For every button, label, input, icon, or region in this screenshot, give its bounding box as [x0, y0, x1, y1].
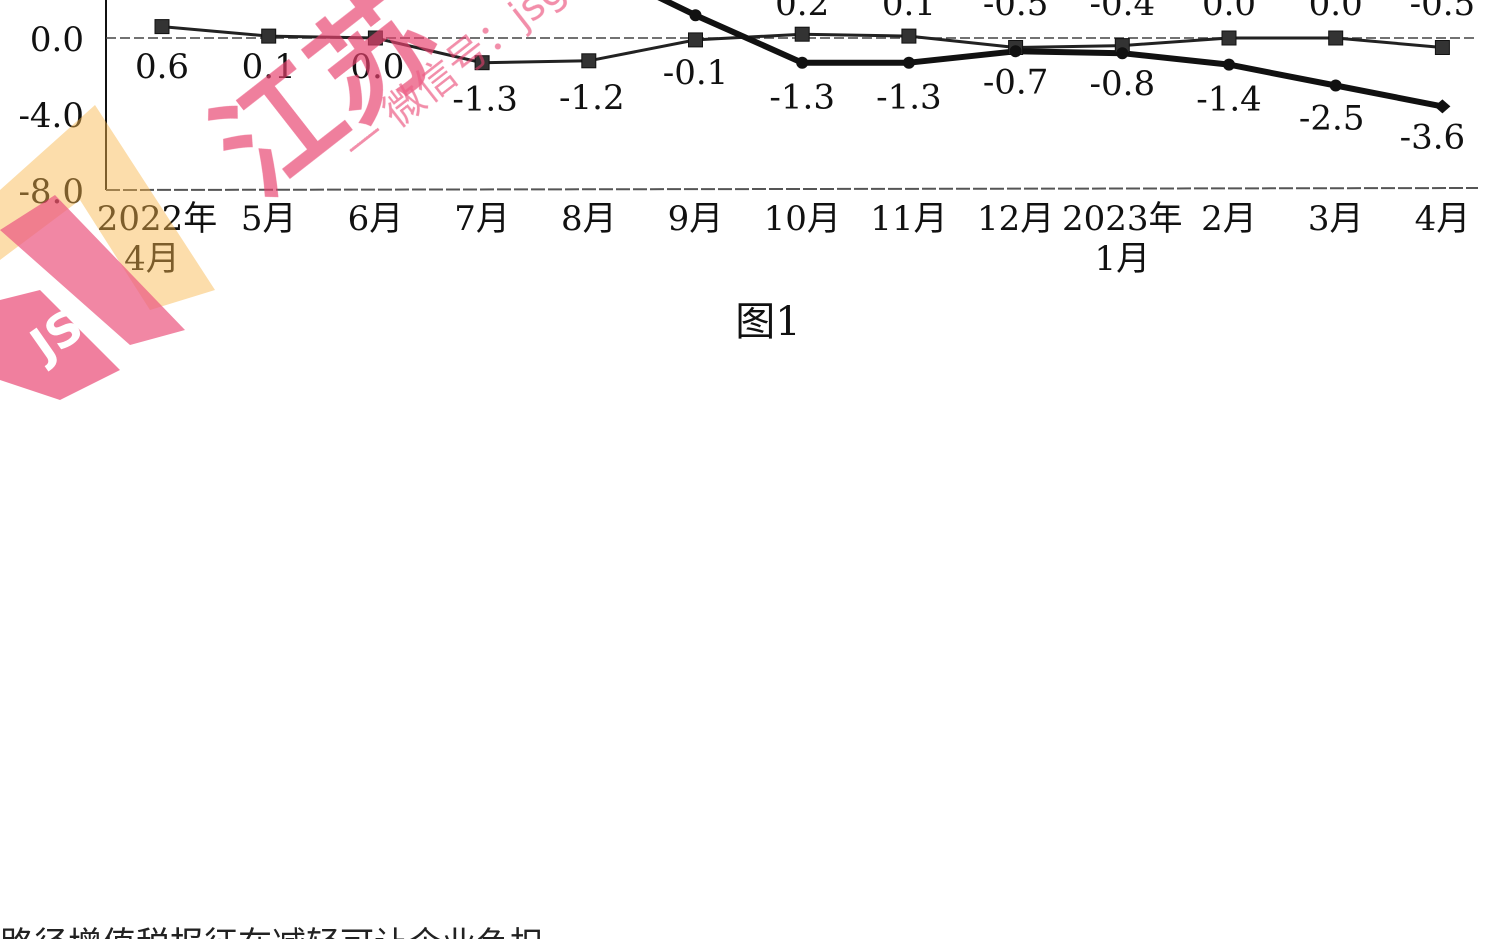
x-tick-label: 7月 [454, 199, 510, 239]
series-thick-marker [689, 9, 702, 22]
series-thin-marker [581, 53, 597, 69]
x-tick-labels: 2022年4月5月6月7月8月9月10月11月12月2023年1月2月3月4月 [97, 199, 1470, 279]
figure-caption: 图1 [735, 299, 800, 345]
series-thin-marker [794, 26, 810, 42]
x-tick-label: 8月 [561, 199, 617, 239]
data-label-thin: 0.6 [135, 47, 189, 87]
data-label-thin: 0.1 [882, 0, 936, 24]
data-labels: 0.6 0.1 0.0 -1.3 -1.2 -0.1 0.2 0.1 -0.5 -0.4 0.0 0.… [135, 0, 1475, 157]
series-thin-marker [474, 55, 490, 71]
x-tick-label-line2: 4月 [124, 239, 180, 279]
data-label-thin: -0.1 [663, 53, 729, 93]
series-thin-marker [367, 30, 383, 46]
x-tick-label: 4月 [1415, 199, 1471, 239]
data-label-thick: -0.7 [983, 62, 1049, 102]
series-markers [154, 9, 1451, 114]
series-thick-marker [1009, 45, 1022, 58]
series-thin-marker [1328, 30, 1344, 46]
series-thin-marker [1221, 30, 1237, 46]
data-label-thick: -3.6 [1400, 117, 1466, 157]
data-label-thick: -2.5 [1299, 99, 1365, 139]
data-label-thin: 0.0 [350, 47, 404, 87]
series-thick-marker [1329, 79, 1342, 92]
data-label-thick: -1.3 [876, 78, 942, 118]
series-thin-marker [154, 19, 170, 35]
data-label-thick: -1.3 [769, 78, 835, 118]
series-thin-marker [901, 28, 917, 44]
x-tick-label-line2: 1月 [1094, 239, 1150, 279]
x-tick-label: 2022年 [97, 199, 218, 239]
series-thick-marker [796, 56, 809, 69]
series-thick-marker [1116, 47, 1129, 60]
data-label-thin: -0.5 [983, 0, 1049, 24]
series-thin-marker [1434, 40, 1450, 55]
x-tick-label: 10月 [764, 199, 841, 239]
x-tick-label: 2月 [1201, 199, 1257, 239]
data-label-thin: -1.2 [559, 78, 625, 118]
x-tick-label: 11月 [870, 199, 947, 239]
data-label-thin: 0.0 [1309, 0, 1363, 24]
data-label-thin: -0.4 [1090, 0, 1156, 24]
y-tick-labels: 0.0-4.0-8.0 [18, 20, 84, 212]
data-label-thin: -0.5 [1410, 0, 1476, 24]
series-thick-marker [1434, 99, 1451, 114]
x-tick-label: 3月 [1308, 199, 1364, 239]
y-tick-label: 0.0 [30, 20, 84, 60]
data-label-thick: -0.8 [1090, 64, 1156, 104]
x-tick-label: 5月 [241, 199, 297, 239]
series-thick-marker [1223, 58, 1235, 71]
series-thick-marker [902, 56, 915, 69]
data-label-thin: 0.0 [1202, 0, 1256, 24]
series-thin-marker [261, 28, 277, 44]
x-tick-label: 9月 [668, 199, 724, 239]
series-thin-marker [688, 32, 703, 48]
x-tick-label: 6月 [348, 199, 404, 239]
data-label-thin: 0.2 [775, 0, 829, 24]
bottom-cut-text: 路径增值税报征在减轻可让企业负担 [0, 925, 544, 939]
x-tick-label: 2023年 [1062, 199, 1183, 239]
data-label-thin: 0.1 [242, 47, 296, 87]
x-tick-label: 12月 [977, 199, 1054, 239]
x-axis-line [105, 187, 1479, 191]
data-label-thin: -1.3 [452, 80, 518, 120]
y-tick-label: -4.0 [18, 96, 84, 136]
data-label-thick: -1.4 [1196, 80, 1262, 120]
